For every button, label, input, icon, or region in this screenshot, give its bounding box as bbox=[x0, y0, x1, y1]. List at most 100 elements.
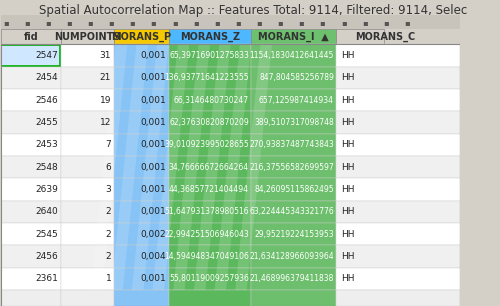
Text: 84,26095115862495: 84,26095115862495 bbox=[254, 185, 334, 194]
Text: HH: HH bbox=[341, 185, 354, 194]
Text: 44,36857721404494: 44,36857721404494 bbox=[169, 185, 249, 194]
Bar bbox=[336, 111, 460, 134]
Bar bbox=[1, 111, 60, 134]
Text: 21,634128966093964: 21,634128966093964 bbox=[250, 252, 334, 261]
Bar bbox=[1, 44, 60, 67]
Bar bbox=[1, 268, 60, 290]
Text: 21,468996379411838: 21,468996379411838 bbox=[250, 274, 334, 283]
Text: 55,80119009257936: 55,80119009257936 bbox=[169, 274, 249, 283]
Bar bbox=[60, 44, 114, 67]
Bar bbox=[114, 156, 168, 178]
Text: 34,76666672664264: 34,76666672664264 bbox=[169, 163, 249, 172]
Text: MORANS_P: MORANS_P bbox=[111, 32, 171, 42]
Text: MORANS_Z: MORANS_Z bbox=[180, 32, 240, 42]
Text: 1: 1 bbox=[106, 274, 111, 283]
Bar bbox=[60, 67, 114, 89]
Bar bbox=[336, 245, 460, 268]
Text: HH: HH bbox=[341, 163, 354, 172]
Text: 2546: 2546 bbox=[36, 96, 59, 105]
Text: 62,37630820870209: 62,37630820870209 bbox=[169, 118, 249, 127]
Bar bbox=[168, 29, 252, 44]
Bar bbox=[60, 29, 114, 44]
Bar bbox=[336, 201, 460, 223]
Text: ▪: ▪ bbox=[341, 18, 346, 28]
Text: 0,001: 0,001 bbox=[140, 96, 166, 105]
Text: 2: 2 bbox=[106, 230, 111, 239]
Bar bbox=[252, 223, 336, 245]
Bar bbox=[60, 111, 114, 134]
Bar bbox=[336, 29, 384, 44]
Text: ▪: ▪ bbox=[214, 18, 220, 28]
Bar bbox=[168, 44, 252, 67]
Bar bbox=[252, 201, 336, 223]
Text: HH: HH bbox=[341, 230, 354, 239]
Text: HH: HH bbox=[341, 252, 354, 261]
Bar bbox=[2, 45, 60, 66]
Bar bbox=[252, 134, 336, 156]
Text: 0,001: 0,001 bbox=[140, 163, 166, 172]
Text: ▪: ▪ bbox=[320, 18, 326, 28]
Bar bbox=[114, 67, 168, 89]
Bar bbox=[336, 67, 460, 89]
Bar bbox=[1, 178, 60, 201]
Text: 216,37556582699597: 216,37556582699597 bbox=[249, 163, 334, 172]
Bar bbox=[114, 268, 168, 290]
Bar bbox=[60, 245, 114, 268]
Text: 0,001: 0,001 bbox=[140, 274, 166, 283]
Text: 657,125987414934: 657,125987414934 bbox=[259, 96, 334, 105]
Text: ▪: ▪ bbox=[298, 18, 304, 28]
Text: ▪: ▪ bbox=[108, 18, 114, 28]
Bar bbox=[114, 29, 168, 44]
Bar bbox=[60, 290, 114, 306]
Text: HH: HH bbox=[341, 274, 354, 283]
Polygon shape bbox=[152, 44, 190, 290]
Text: ▪: ▪ bbox=[3, 18, 8, 28]
Text: 31: 31 bbox=[100, 51, 111, 60]
Text: 270,93837487743843: 270,93837487743843 bbox=[249, 140, 334, 149]
Bar bbox=[252, 156, 336, 178]
Text: ▪: ▪ bbox=[172, 18, 178, 28]
Text: ▪: ▪ bbox=[130, 18, 135, 28]
Text: ▪: ▪ bbox=[404, 18, 410, 28]
Bar bbox=[1, 15, 460, 29]
Text: 0,001: 0,001 bbox=[140, 118, 166, 127]
Text: 2: 2 bbox=[106, 207, 111, 216]
Bar bbox=[1, 29, 60, 44]
Bar bbox=[168, 67, 252, 89]
Bar bbox=[60, 156, 114, 178]
Text: 0,001: 0,001 bbox=[140, 140, 166, 149]
Text: 2454: 2454 bbox=[36, 73, 59, 82]
Bar bbox=[1, 134, 60, 156]
Text: 51,647931378980516: 51,647931378980516 bbox=[164, 207, 249, 216]
Bar bbox=[60, 201, 114, 223]
Bar bbox=[168, 290, 252, 306]
Bar bbox=[114, 245, 168, 268]
Text: ▪: ▪ bbox=[88, 18, 93, 28]
Text: HH: HH bbox=[341, 51, 354, 60]
Bar bbox=[336, 223, 460, 245]
Text: 0,002: 0,002 bbox=[140, 230, 166, 239]
Bar bbox=[114, 290, 168, 306]
Bar bbox=[60, 134, 114, 156]
Polygon shape bbox=[132, 44, 168, 290]
Bar bbox=[336, 134, 460, 156]
Text: 0,001: 0,001 bbox=[140, 207, 166, 216]
Text: fid: fid bbox=[24, 32, 38, 42]
Polygon shape bbox=[90, 44, 128, 290]
Bar bbox=[168, 111, 252, 134]
Polygon shape bbox=[214, 44, 252, 290]
Text: ▪: ▪ bbox=[150, 18, 156, 28]
Text: 21: 21 bbox=[100, 73, 111, 82]
Bar bbox=[1, 223, 60, 245]
Bar bbox=[1, 67, 60, 89]
Text: HH: HH bbox=[341, 118, 354, 127]
Text: 2361: 2361 bbox=[36, 274, 59, 283]
Text: 39,010923995028655: 39,010923995028655 bbox=[164, 140, 249, 149]
Bar bbox=[1, 156, 60, 178]
Text: 0,004: 0,004 bbox=[140, 252, 166, 261]
Text: 2455: 2455 bbox=[36, 118, 59, 127]
Text: 66,3146480730247: 66,3146480730247 bbox=[174, 96, 249, 105]
Bar bbox=[252, 245, 336, 268]
Bar bbox=[1, 245, 60, 268]
Text: ▪: ▪ bbox=[256, 18, 262, 28]
